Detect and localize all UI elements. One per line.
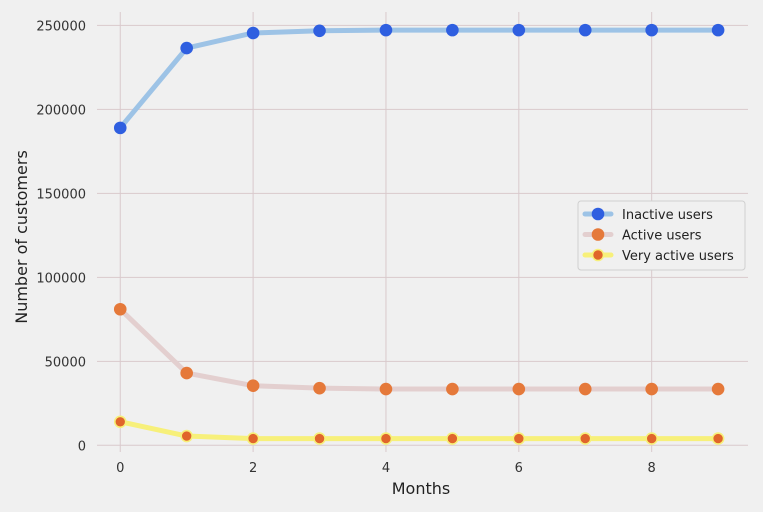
legend: Inactive users Active users Very active us… bbox=[577, 200, 746, 271]
legend-box bbox=[577, 200, 746, 271]
y-tick-label: 100000 bbox=[36, 271, 86, 286]
legend-marker-0 bbox=[591, 207, 605, 221]
series-2-point bbox=[512, 432, 526, 445]
series-1-point bbox=[379, 382, 393, 396]
y-tick-label: 200000 bbox=[36, 103, 86, 118]
series-2-point bbox=[313, 432, 326, 445]
series-0-point bbox=[645, 23, 658, 37]
legend-label-2: Very active users bbox=[622, 249, 734, 264]
series-1-point bbox=[246, 379, 260, 392]
series-2-point bbox=[246, 432, 260, 445]
series-0-point bbox=[446, 23, 459, 37]
y-tick-label: 50000 bbox=[45, 355, 86, 370]
x-tick-label: 0 bbox=[116, 461, 124, 476]
series-1-point bbox=[313, 381, 326, 395]
series-2-point bbox=[446, 432, 459, 445]
x-tick-labels: 0 2 4 6 8 bbox=[116, 461, 656, 476]
y-tick-label: 250000 bbox=[36, 19, 86, 34]
x-tick-label: 6 bbox=[515, 461, 523, 476]
series-0-point bbox=[180, 41, 193, 55]
series-1-point bbox=[711, 382, 725, 396]
series-2-point bbox=[578, 432, 592, 445]
series-2-point bbox=[379, 432, 393, 445]
series-1-point bbox=[180, 366, 193, 380]
y-tick-label: 150000 bbox=[36, 187, 86, 202]
series-line-2 bbox=[117, 419, 721, 442]
series-line-0 bbox=[117, 27, 721, 131]
series-1-point bbox=[578, 382, 592, 396]
series-1-point bbox=[512, 382, 526, 396]
y-axis-label: Number of customers bbox=[12, 150, 31, 324]
x-tick-label: 8 bbox=[648, 461, 656, 476]
series-2-point bbox=[180, 429, 193, 443]
series-0-point bbox=[113, 121, 127, 135]
series-layer bbox=[113, 23, 725, 445]
legend-marker-1 bbox=[591, 228, 605, 241]
legend-label-1: Active users bbox=[622, 229, 702, 244]
series-0-point bbox=[512, 23, 526, 37]
series-2-point bbox=[645, 432, 658, 445]
series-0-point bbox=[578, 23, 592, 37]
series-1-point bbox=[113, 302, 127, 316]
series-1-point bbox=[446, 382, 459, 396]
legend-label-0: Inactive users bbox=[622, 208, 713, 223]
legend-marker-2 bbox=[591, 248, 605, 262]
y-tick-label: 0 bbox=[78, 439, 86, 454]
x-axis-label: Months bbox=[392, 479, 450, 498]
series-0-point bbox=[313, 24, 326, 38]
series-2-point bbox=[711, 432, 725, 445]
series-0-point bbox=[246, 26, 260, 40]
x-tick-label: 2 bbox=[249, 461, 257, 476]
series-0-point bbox=[711, 23, 725, 37]
series-2-point bbox=[113, 415, 127, 429]
y-tick-labels: 0 50000 100000 150000 200000 250000 bbox=[36, 19, 86, 454]
series-0-point bbox=[379, 23, 393, 37]
x-tick-label: 4 bbox=[382, 461, 390, 476]
series-line-1 bbox=[117, 306, 721, 392]
series-1-point bbox=[645, 382, 658, 396]
